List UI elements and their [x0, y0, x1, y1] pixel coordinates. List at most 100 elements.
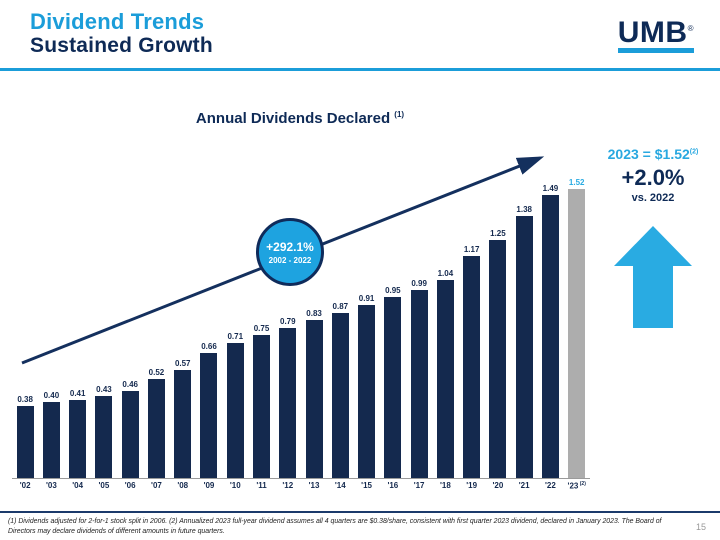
bar-rect	[200, 353, 218, 478]
bar-rect	[279, 328, 297, 478]
umb-logo-text: UMB®	[617, 16, 694, 49]
bar-rect	[305, 320, 323, 478]
bar-value-label: 0.41	[69, 389, 86, 398]
footnote-marker-2: (2)	[578, 481, 586, 487]
bar-18: 1.04	[432, 165, 458, 478]
bar-rect	[42, 402, 60, 478]
bar-03: 0.40	[38, 165, 64, 478]
bar-rect	[147, 379, 165, 478]
x-axis-tick: '05	[98, 481, 110, 490]
x-axis-tick: '06	[124, 481, 136, 490]
bar-value-label: 0.52	[148, 368, 165, 377]
bar-07: 0.52	[143, 165, 169, 478]
bar-rect	[174, 370, 192, 478]
bar-rect	[16, 406, 34, 478]
x-axis-tick: '17	[413, 481, 425, 490]
bar-rect	[541, 195, 559, 478]
header-divider	[0, 68, 720, 71]
slide-title-line2: Sustained Growth	[30, 34, 213, 57]
x-axis-tick: '12	[282, 481, 294, 490]
bar-value-label: 0.99	[411, 279, 427, 288]
bar-06: 0.46	[117, 165, 143, 478]
bar-value-label: 0.79	[280, 317, 296, 326]
bar-22: 1.49	[537, 165, 563, 478]
x-axis-tick: '15	[361, 481, 372, 490]
footnote-marker-2: (2)	[689, 148, 699, 156]
callout-vs-label: vs. 2022	[631, 192, 675, 204]
x-axis-tick: '02	[19, 481, 31, 490]
bar-value-label: 0.83	[306, 309, 322, 318]
bar-16: 0.95	[380, 165, 406, 478]
bar-17: 0.99	[406, 165, 432, 478]
bar-value-label: 0.43	[96, 385, 112, 394]
bar-rect	[568, 189, 586, 478]
bar-rect	[515, 216, 533, 478]
bar-08: 0.57	[170, 165, 196, 478]
x-axis-tick: '19	[466, 481, 478, 490]
bar-20: 1.25	[485, 165, 511, 478]
bar-rect	[121, 391, 139, 478]
bar-value-label: 1.49	[542, 184, 559, 193]
footnote-text: (1) Dividends adjusted for 2-for-1 stock…	[8, 518, 662, 535]
bar-rect	[489, 240, 507, 478]
bar-19: 1.17	[459, 165, 485, 478]
bar-value-label: 0.87	[332, 302, 349, 311]
bar-rect	[436, 280, 454, 478]
umb-logo: UMB®	[617, 14, 694, 53]
up-arrow-head	[614, 226, 692, 266]
bar-rect	[410, 290, 428, 478]
x-axis-tick: '08	[177, 481, 189, 490]
bar-value-label: 0.46	[122, 380, 138, 389]
x-axis-labels: '02 '03 '04 '05 '06 '07 '08 '09 '10 '11 '12 '13 '14 '…	[12, 481, 590, 491]
bar-value-label: 0.40	[43, 391, 60, 400]
bar-15: 0.91	[353, 165, 379, 478]
umb-logo-underline	[617, 48, 694, 53]
growth-badge-percent: +292.1%	[266, 239, 314, 254]
growth-badge: +292.1% 2002 - 2022	[256, 218, 324, 286]
bar-rect	[463, 256, 481, 478]
bar-value-label: 1.04	[437, 269, 454, 278]
bar-05: 0.43	[91, 165, 117, 478]
x-axis-tick: '16	[387, 481, 399, 490]
slide-title-line1: Dividend Trends	[30, 9, 205, 34]
x-axis-tick: '18	[439, 481, 451, 490]
bar-rect	[331, 313, 349, 478]
bar-rect	[358, 305, 376, 478]
bar-rect	[384, 297, 402, 478]
bar-value-label: 0.66	[201, 342, 217, 351]
x-axis-tick: '03	[45, 481, 57, 490]
bar-value-label: 0.57	[174, 359, 191, 368]
x-axis-tick: '20	[492, 481, 504, 490]
bar-value-label: 0.75	[253, 324, 270, 333]
bar-rect	[253, 335, 271, 478]
x-axis-tick: '04	[72, 481, 84, 490]
bar-14: 0.87	[327, 165, 353, 478]
bar-10: 0.71	[222, 165, 248, 478]
page-number: 15	[695, 522, 706, 532]
bar-value-label: 0.91	[358, 294, 375, 303]
bar-rect	[95, 396, 113, 478]
bar-04: 0.41	[65, 165, 91, 478]
bar-value-label: 1.17	[463, 245, 480, 254]
bar-value-label: 0.38	[17, 395, 33, 404]
x-axis-tick: '13	[308, 481, 320, 490]
x-axis-tick: '07	[151, 481, 162, 490]
slide-header: Dividend Trends Sustained Growth UMB®	[0, 0, 720, 72]
x-axis-tick: '21	[518, 481, 530, 490]
bar-value-label: 1.25	[490, 229, 506, 238]
callout-panel: 2023 = $1.52(2) +2.0% vs. 2022	[594, 146, 712, 328]
up-arrow-stem	[633, 266, 673, 328]
footnote-marker-1: (1)	[394, 110, 405, 119]
bar-12: 0.79	[275, 165, 301, 478]
bar-rect	[226, 343, 244, 478]
bar-chart: 0.38 0.40 0.41 0.43 0.46 0.52 0.57 0.66 0.71 0.75…	[12, 165, 590, 479]
bar-value-label: 1.38	[516, 205, 532, 214]
callout-growth-percent: +2.0%	[621, 165, 685, 190]
footer-divider	[0, 511, 720, 513]
up-arrow-icon	[594, 226, 712, 328]
bar-21: 1.38	[511, 165, 537, 478]
growth-badge-period: 2002 - 2022	[268, 255, 312, 265]
chart-title: Annual Dividends Declared (1)	[195, 110, 405, 127]
callout-2023-value: 2023 = $1.52(2)	[607, 146, 699, 162]
registered-mark: ®	[687, 24, 694, 33]
